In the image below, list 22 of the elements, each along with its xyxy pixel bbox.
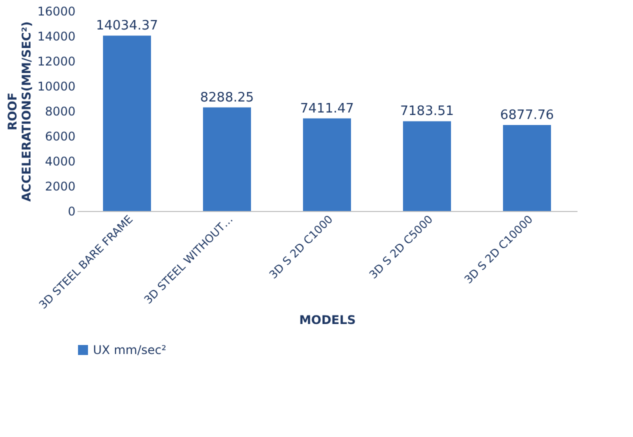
bar: [403, 121, 451, 211]
y-tick-label: 8000: [44, 104, 76, 118]
y-axis-title: ROOF ACCELERATIONS(MM/SEC²): [5, 21, 34, 202]
legend-label: UX mm/sec²: [93, 343, 166, 357]
y-tick-label: 16000: [37, 4, 76, 18]
y-tick-label: 6000: [44, 130, 76, 144]
bar: [303, 118, 351, 211]
data-label: 7183.51: [400, 104, 454, 120]
y-tick-label: 10000: [37, 80, 76, 94]
y-tick-label: 14000: [37, 30, 76, 44]
bar: [203, 107, 251, 211]
y-tick-label: 0: [68, 204, 76, 218]
data-label: 6877.76: [500, 108, 554, 124]
y-tick-label: 12000: [37, 54, 76, 68]
data-label: 14034.37: [96, 18, 158, 34]
y-tick-label: 4000: [44, 154, 76, 168]
bar: [503, 125, 551, 211]
y-tick-label: 2000: [44, 180, 76, 194]
bar: [103, 36, 151, 211]
x-axis-title: MODELS: [299, 312, 356, 327]
data-label: 7411.47: [300, 101, 354, 116]
data-label: 8288.25: [200, 90, 254, 106]
